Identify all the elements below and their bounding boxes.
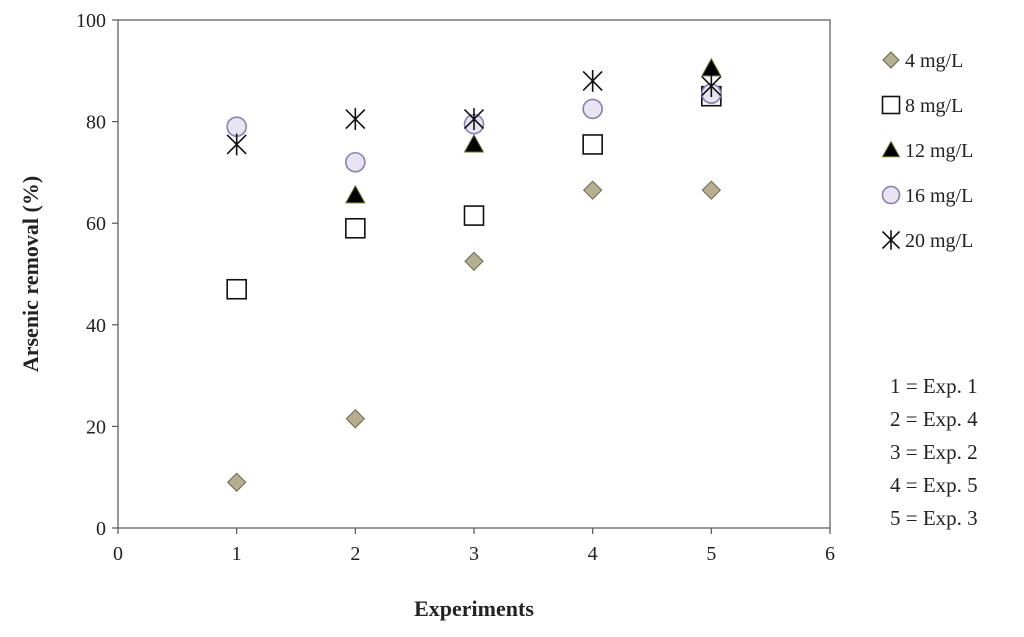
legend-label: 12 mg/L bbox=[905, 140, 973, 162]
data-point bbox=[463, 205, 485, 226]
legend-marker bbox=[881, 140, 901, 158]
data-point bbox=[345, 108, 366, 130]
plot-area: 0 20 40 60 80 100 0 1 2 3 4 5 6 bbox=[76, 10, 835, 565]
series-4-mg-l bbox=[226, 180, 722, 492]
y-tick-label: 20 bbox=[86, 416, 106, 438]
legend-label: 4 mg/L bbox=[905, 50, 963, 72]
legend-label: 16 mg/L bbox=[905, 185, 973, 207]
y-tick-label: 60 bbox=[86, 213, 106, 235]
data-point bbox=[464, 251, 484, 272]
legend-label: 20 mg/L bbox=[905, 230, 973, 252]
x-tick-label: 5 bbox=[706, 543, 716, 565]
data-point bbox=[463, 108, 485, 130]
experiment-key-item: 3 = Exp. 2 bbox=[890, 440, 978, 464]
x-tick-label: 0 bbox=[113, 543, 123, 565]
series-16-mg-l bbox=[226, 83, 722, 173]
y-axis: 0 20 40 60 80 100 bbox=[76, 10, 118, 540]
data-point bbox=[226, 472, 247, 492]
data-point bbox=[701, 180, 722, 200]
y-axis-title: Arsenic removal (%) bbox=[18, 176, 43, 372]
y-tick-label: 0 bbox=[96, 518, 106, 540]
series-12-mg-l bbox=[344, 57, 722, 204]
data-point bbox=[226, 116, 247, 137]
legend-marker bbox=[881, 230, 901, 250]
data-point bbox=[226, 278, 247, 300]
data-point bbox=[345, 217, 366, 239]
data-point bbox=[463, 133, 485, 153]
x-axis: 0 1 2 3 4 5 6 bbox=[113, 528, 835, 565]
x-tick-label: 2 bbox=[350, 543, 360, 565]
x-tick-label: 1 bbox=[232, 543, 242, 565]
data-point bbox=[582, 134, 603, 155]
y-tick-label: 40 bbox=[86, 315, 106, 337]
experiment-key-item: 2 = Exp. 4 bbox=[890, 407, 978, 431]
y-tick-label: 100 bbox=[76, 10, 106, 32]
series-20-mg-l bbox=[226, 70, 722, 156]
legend-label: 8 mg/L bbox=[905, 95, 963, 117]
x-tick-label: 4 bbox=[588, 543, 598, 565]
data-points bbox=[226, 57, 722, 492]
data-point bbox=[345, 409, 366, 429]
experiment-key: 1 = Exp. 1 2 = Exp. 4 3 = Exp. 2 4 = Exp. 5… bbox=[890, 374, 978, 530]
data-point bbox=[582, 180, 603, 200]
data-point bbox=[700, 57, 722, 77]
x-axis-title: Experiments bbox=[414, 596, 534, 621]
data-point bbox=[344, 184, 366, 204]
x-tick-label: 3 bbox=[469, 543, 479, 565]
y-tick-label: 80 bbox=[86, 112, 106, 134]
data-point bbox=[582, 70, 603, 92]
experiment-key-item: 4 = Exp. 5 bbox=[890, 473, 978, 497]
plot-frame bbox=[117, 19, 831, 529]
data-point bbox=[345, 151, 366, 173]
data-point bbox=[701, 75, 722, 97]
data-point bbox=[582, 98, 603, 120]
legend: 4 mg/L 8 mg/L 12 mg/L 16 mg/L 20 mg/L bbox=[881, 50, 973, 252]
legend-marker bbox=[881, 95, 901, 115]
experiment-key-item: 1 = Exp. 1 bbox=[890, 374, 978, 398]
experiment-key-item: 5 = Exp. 3 bbox=[890, 506, 978, 530]
legend-marker bbox=[882, 51, 900, 69]
x-tick-label: 6 bbox=[825, 543, 835, 565]
data-point bbox=[226, 133, 247, 156]
legend-marker bbox=[881, 185, 901, 205]
